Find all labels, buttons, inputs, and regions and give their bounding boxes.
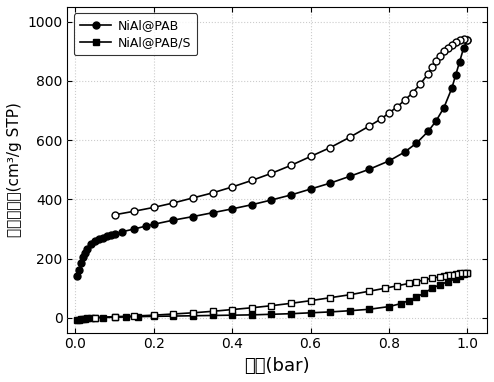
NiAl@PAB [249, 202, 255, 207]
NiAl@PAB/S [151, 314, 157, 319]
NiAl@PAB [74, 274, 80, 279]
NiAl@PAB/S [406, 298, 412, 303]
NiAl@PAB/S [437, 282, 443, 287]
NiAl@PAB/S [453, 277, 458, 281]
NiAl@PAB/S [209, 313, 215, 318]
NiAl@PAB/S [124, 315, 129, 319]
NiAl@PAB [84, 247, 90, 251]
NiAl@PAB [413, 141, 419, 146]
NiAl@PAB [367, 167, 372, 172]
NiAl@PAB/S [460, 272, 466, 276]
NiAl@PAB/S [82, 316, 88, 321]
X-axis label: 压力(bar): 压力(bar) [245, 357, 310, 375]
NiAl@PAB/S [112, 315, 118, 319]
NiAl@PAB [96, 237, 102, 242]
NiAl@PAB [347, 174, 353, 179]
NiAl@PAB [449, 86, 455, 91]
NiAl@PAB [170, 218, 176, 222]
NiAl@PAB [425, 129, 431, 134]
NiAl@PAB/S [429, 286, 435, 291]
NiAl@PAB/S [100, 315, 106, 320]
NiAl@PAB/S [80, 317, 86, 321]
NiAl@PAB/S [456, 274, 462, 279]
NiAl@PAB/S [268, 312, 274, 317]
NiAl@PAB [190, 214, 196, 219]
NiAl@PAB/S [347, 308, 353, 313]
NiAl@PAB [76, 268, 82, 273]
NiAl@PAB [209, 210, 215, 215]
NiAl@PAB/S [74, 318, 80, 322]
NiAl@PAB/S [170, 314, 176, 318]
NiAl@PAB [327, 181, 333, 185]
NiAl@PAB/S [413, 295, 419, 299]
NiAl@PAB [88, 242, 94, 247]
NiAl@PAB [229, 207, 235, 211]
NiAl@PAB [441, 105, 447, 110]
Line: NiAl@PAB: NiAl@PAB [74, 36, 471, 280]
NiAl@PAB/S [367, 307, 372, 312]
NiAl@PAB/S [135, 314, 141, 319]
NiAl@PAB [131, 227, 137, 231]
NiAl@PAB/S [308, 311, 314, 315]
NiAl@PAB [460, 46, 466, 51]
NiAl@PAB/S [327, 310, 333, 314]
NiAl@PAB [308, 187, 314, 191]
NiAl@PAB/S [190, 314, 196, 318]
NiAl@PAB [104, 234, 110, 239]
NiAl@PAB [268, 198, 274, 202]
NiAl@PAB/S [464, 270, 470, 275]
NiAl@PAB/S [84, 316, 90, 321]
NiAl@PAB [288, 193, 294, 197]
NiAl@PAB [453, 73, 458, 77]
NiAl@PAB [112, 232, 118, 236]
NiAl@PAB [402, 150, 408, 154]
NiAl@PAB [151, 222, 157, 227]
NiAl@PAB/S [288, 311, 294, 316]
Y-axis label: 氮气吸附量(cm³/g STP): 氮气吸附量(cm³/g STP) [7, 102, 22, 237]
Line: NiAl@PAB/S: NiAl@PAB/S [74, 269, 471, 324]
NiAl@PAB/S [92, 316, 98, 320]
NiAl@PAB/S [398, 301, 404, 306]
NiAl@PAB/S [78, 317, 84, 322]
NiAl@PAB/S [445, 279, 451, 284]
NiAl@PAB [386, 159, 392, 163]
NiAl@PAB [100, 236, 106, 240]
Legend: NiAl@PAB, NiAl@PAB/S: NiAl@PAB, NiAl@PAB/S [74, 13, 197, 55]
NiAl@PAB [92, 239, 98, 244]
NiAl@PAB/S [249, 312, 255, 317]
NiAl@PAB [120, 229, 125, 234]
NiAl@PAB [80, 254, 86, 259]
NiAl@PAB [108, 233, 114, 238]
NiAl@PAB [78, 261, 84, 265]
NiAl@PAB/S [88, 316, 94, 320]
NiAl@PAB/S [421, 291, 427, 295]
NiAl@PAB/S [76, 317, 82, 322]
NiAl@PAB/S [229, 313, 235, 317]
NiAl@PAB [456, 60, 462, 64]
NiAl@PAB [82, 251, 88, 255]
NiAl@PAB [433, 119, 439, 123]
NiAl@PAB [464, 37, 470, 42]
NiAl@PAB/S [386, 304, 392, 309]
NiAl@PAB [143, 224, 149, 228]
